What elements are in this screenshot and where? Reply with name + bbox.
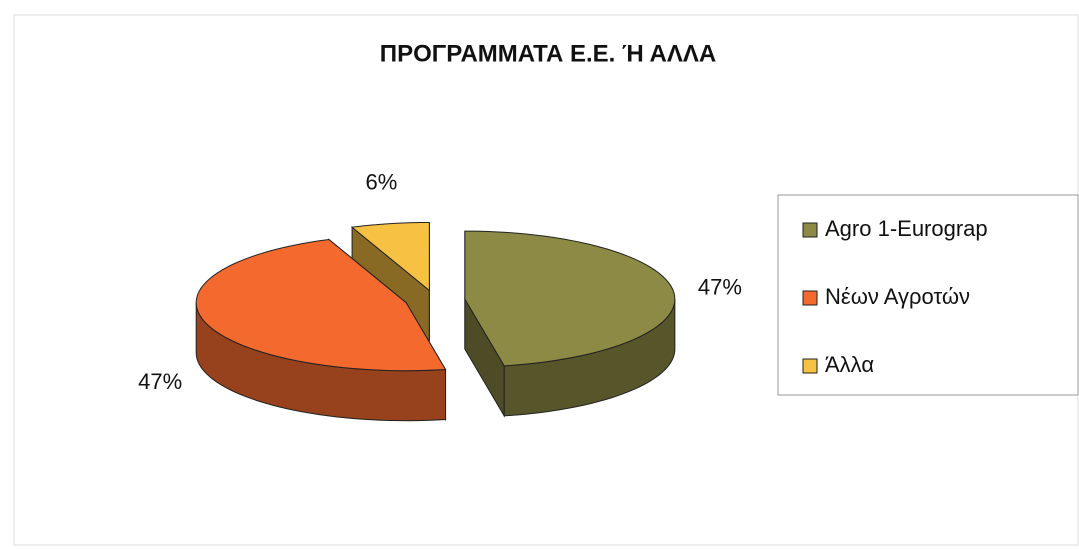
data-label: 47%: [138, 369, 182, 394]
slice-top: [464, 230, 676, 367]
slice-top: [195, 238, 447, 372]
legend-label: Agro 1-Eurograp: [825, 216, 988, 241]
pie-slice: [464, 230, 676, 418]
chart-title: ΠΡΟΓΡΑΜΜΑΤΑ Ε.Ε. Ή ΑΛΛΑ: [380, 40, 716, 67]
data-label: 6%: [365, 169, 397, 194]
slice-top: [350, 221, 430, 292]
legend-swatch: [802, 290, 818, 306]
legend-label: Νέων Αγροτών: [825, 284, 970, 309]
legend-swatch: [802, 358, 818, 374]
data-label: 47%: [698, 275, 742, 300]
legend-label: Άλλα: [825, 352, 874, 377]
legend-swatch: [802, 222, 818, 238]
legend-box: [777, 194, 1079, 396]
pie-slice: [195, 238, 447, 422]
